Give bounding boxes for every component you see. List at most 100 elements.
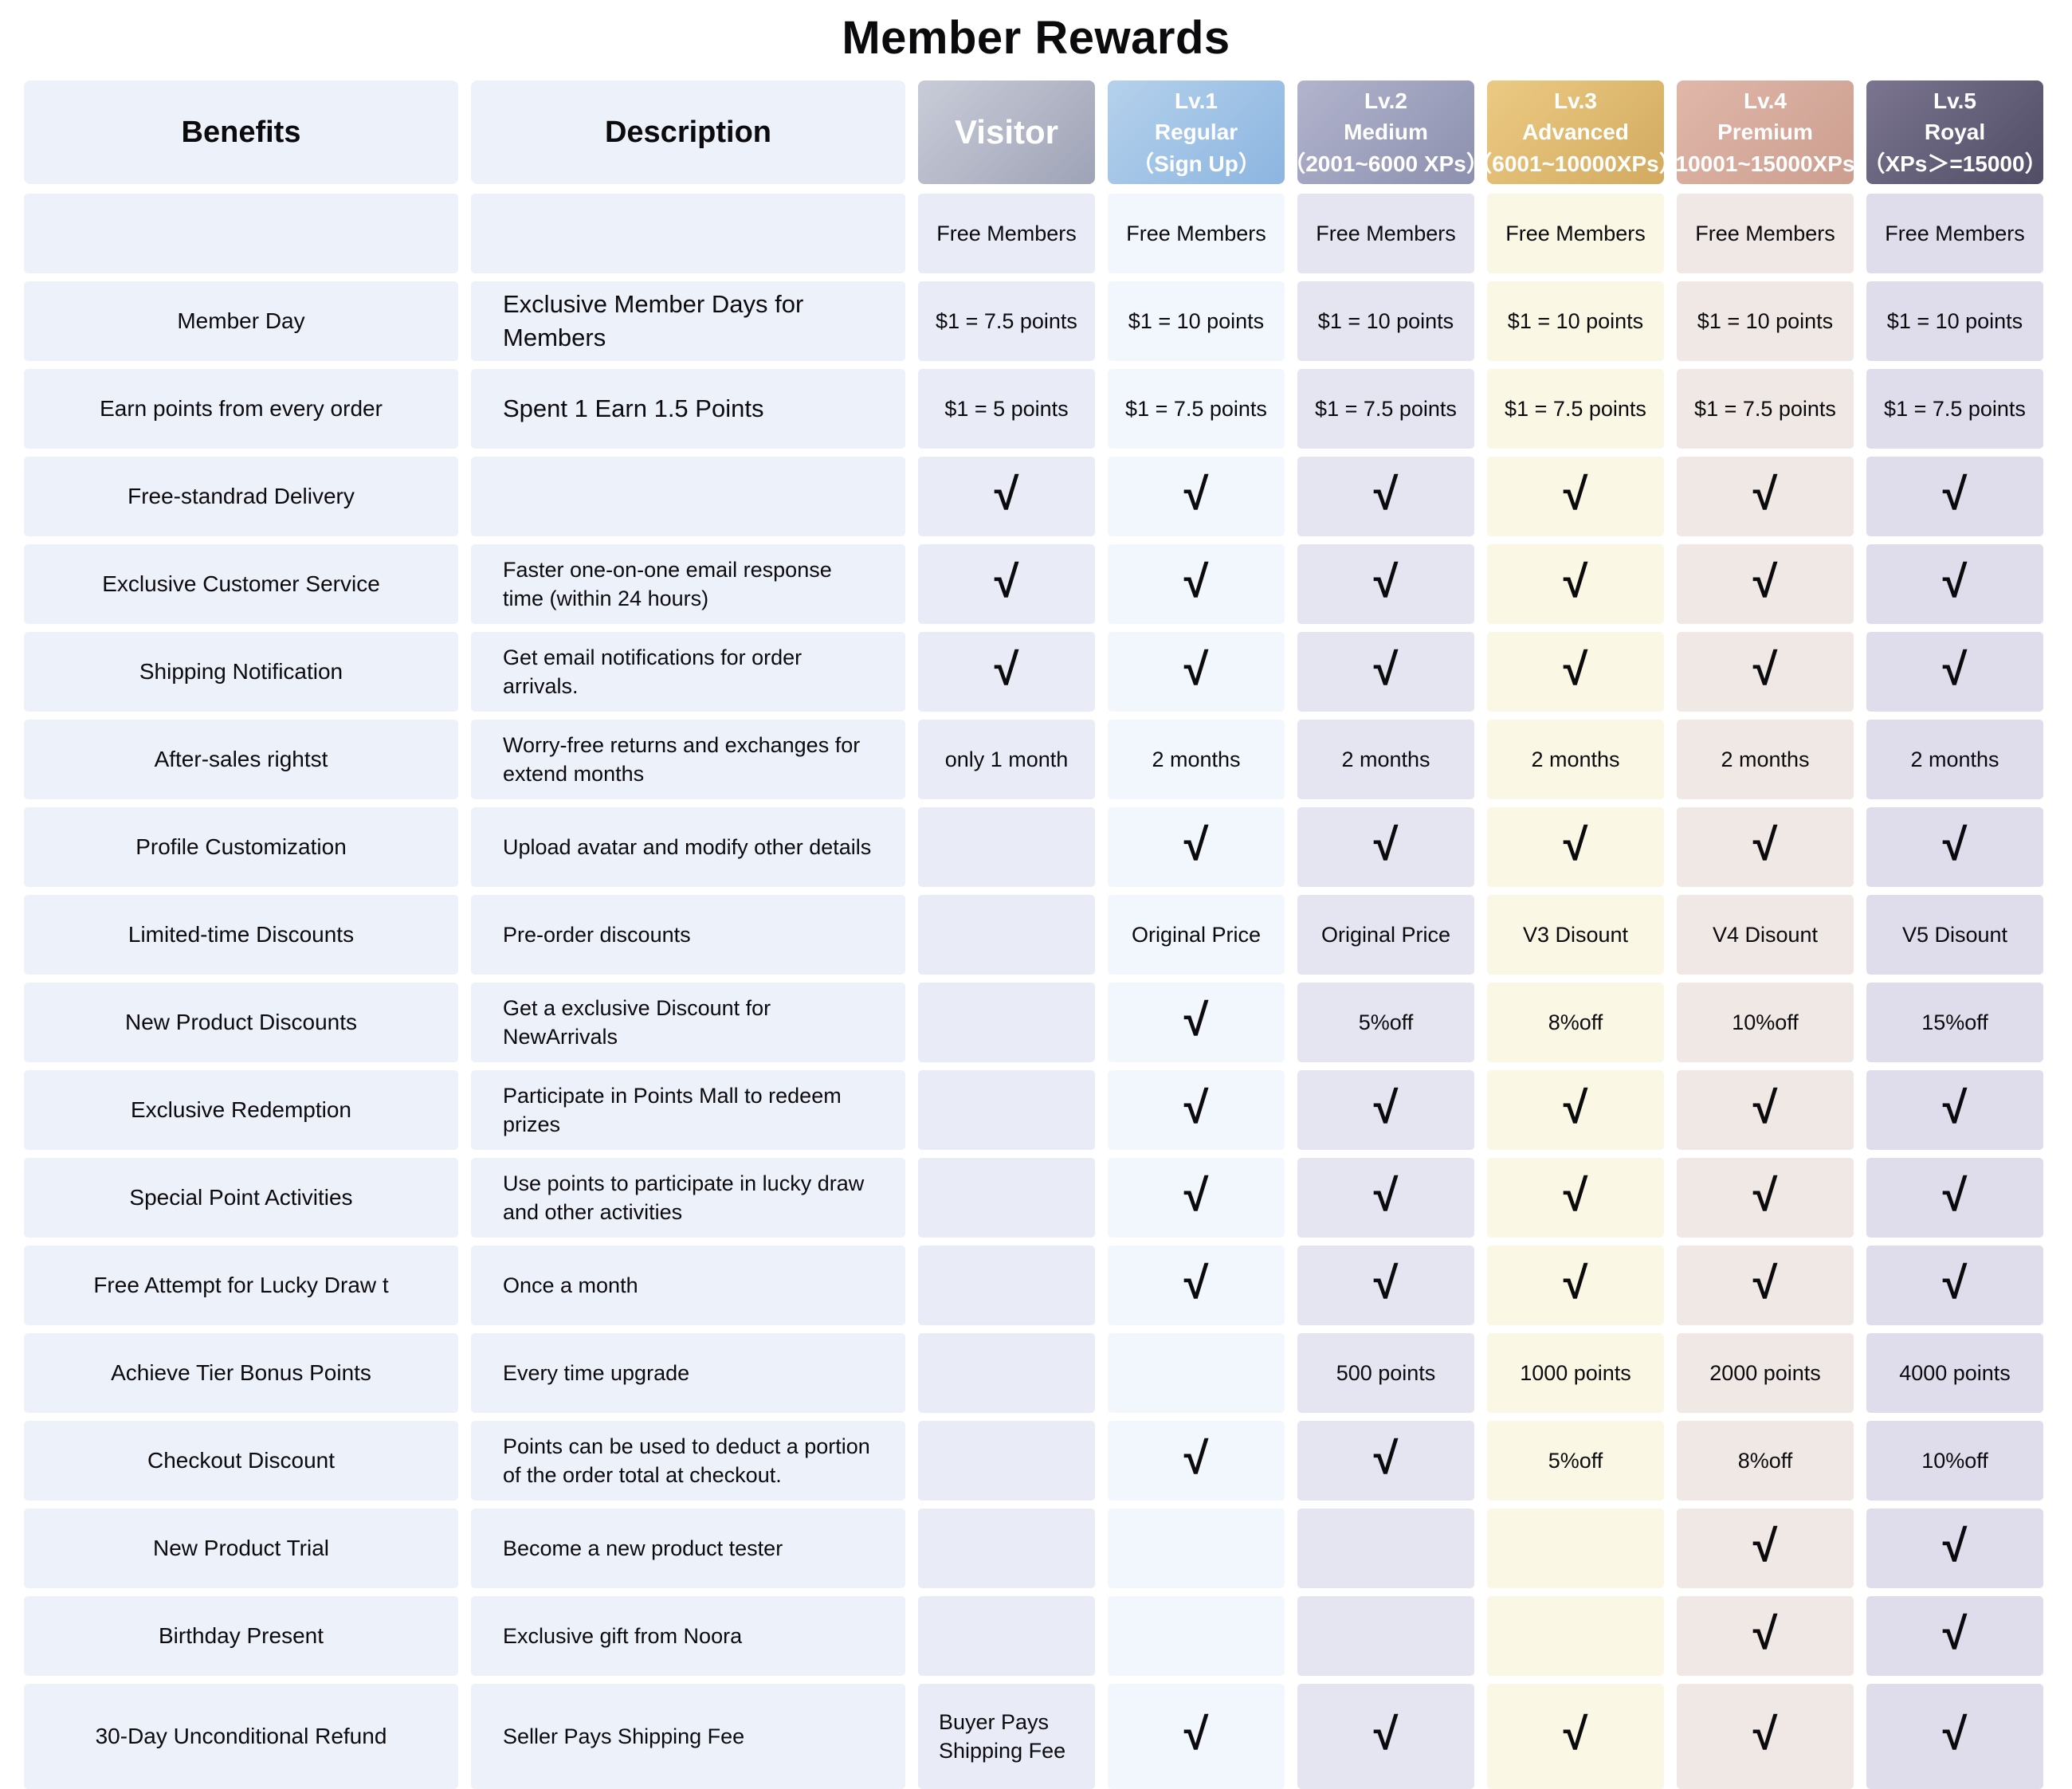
- value-cell-visitor: [918, 1596, 1095, 1676]
- table-row: Member Day Exclusive Member Days for Mem…: [24, 281, 2048, 361]
- value-cell-lv2: Original Price: [1297, 895, 1474, 975]
- column-header-visitor: Visitor: [918, 80, 1095, 184]
- value-cell-lv3: √: [1487, 544, 1664, 624]
- value-cell-lv2: 5%off: [1297, 983, 1474, 1062]
- level-tier: Medium: [1344, 120, 1428, 145]
- value-cell-lv1: [1108, 1596, 1285, 1676]
- description-cell: Exclusive gift from Noora: [471, 1596, 905, 1676]
- value-cell-lv1: Original Price: [1108, 895, 1285, 975]
- level-tier: Royal: [1924, 120, 1986, 145]
- value-cell-lv1: √: [1108, 632, 1285, 712]
- table-row: Shipping Notification Get email notifica…: [24, 632, 2048, 712]
- level-tier: Advanced: [1522, 120, 1629, 145]
- value-cell-visitor: $1 = 5 points: [918, 369, 1095, 449]
- description-cell: Worry-free returns and exchanges for ext…: [471, 720, 905, 799]
- benefit-cell: Earn points from every order: [24, 369, 458, 449]
- description-cell: Faster one-on-one email response time (w…: [471, 544, 905, 624]
- value-cell-lv5: 10%off: [1866, 1421, 2043, 1501]
- value-cell-lv5: $1 = 7.5 points: [1866, 369, 2043, 449]
- column-header-lv2: Lv.2 Medium （2001~6000 XPs）: [1283, 80, 1489, 184]
- benefit-cell: [24, 194, 458, 273]
- table-row: Exclusive Redemption Participate in Poin…: [24, 1070, 2048, 1150]
- value-cell-lv5: √: [1866, 1596, 2043, 1676]
- value-cell-lv3: √: [1487, 807, 1664, 887]
- column-header-benefits: Benefits: [24, 80, 458, 184]
- value-cell-lv4: √: [1677, 1684, 1854, 1789]
- value-cell-lv5: √: [1866, 457, 2043, 536]
- description-cell: Spent 1 Earn 1.5 Points: [471, 369, 905, 449]
- value-cell-lv5: √: [1866, 544, 2043, 624]
- benefit-cell: Birthday Present: [24, 1596, 458, 1676]
- value-cell-lv2: Free Members: [1297, 194, 1474, 273]
- value-cell-lv2: √: [1297, 1421, 1474, 1501]
- value-cell-visitor: [918, 1333, 1095, 1413]
- value-cell-lv4: √: [1677, 457, 1854, 536]
- benefit-cell: Checkout Discount: [24, 1421, 458, 1501]
- benefits-header-label: Benefits: [181, 115, 301, 149]
- value-cell-lv1: √: [1108, 544, 1285, 624]
- value-cell-lv5: √: [1866, 1246, 2043, 1325]
- level-xp-range: （Sign Up）: [1132, 151, 1261, 176]
- value-cell-lv2: [1297, 1508, 1474, 1588]
- value-cell-visitor: [918, 1421, 1095, 1501]
- table-row: 30-Day Unconditional Refund Seller Pays …: [24, 1684, 2048, 1789]
- value-cell-lv4: √: [1677, 1246, 1854, 1325]
- value-cell-lv4: V4 Disount: [1677, 895, 1854, 975]
- level-name: Lv.5: [1933, 88, 1976, 114]
- value-cell-lv3: $1 = 7.5 points: [1487, 369, 1664, 449]
- value-cell-lv1: 2 months: [1108, 720, 1285, 799]
- benefit-cell: 30-Day Unconditional Refund: [24, 1684, 458, 1789]
- table-row: New Product Trial Become a new product t…: [24, 1508, 2048, 1588]
- value-cell-lv1: √: [1108, 1684, 1285, 1789]
- benefit-cell: Free-standrad Delivery: [24, 457, 458, 536]
- benefit-cell: Special Point Activities: [24, 1158, 458, 1238]
- value-cell-lv3: V3 Disount: [1487, 895, 1664, 975]
- description-cell: Participate in Points Mall to redeem pri…: [471, 1070, 905, 1150]
- value-cell-lv1: √: [1108, 807, 1285, 887]
- level-xp-range: （10001~15000XPs）: [1653, 151, 1878, 176]
- value-cell-lv3: √: [1487, 1158, 1664, 1238]
- level-xp-range: （6001~10000XPs）: [1470, 151, 1682, 176]
- value-cell-lv5: $1 = 10 points: [1866, 281, 2043, 361]
- benefit-cell: Shipping Notification: [24, 632, 458, 712]
- table-row: New Product Discounts Get a exclusive Di…: [24, 983, 2048, 1062]
- description-cell: Exclusive Member Days for Members: [471, 281, 905, 361]
- level-tier: Premium: [1717, 120, 1813, 145]
- value-cell-lv5: 4000 points: [1866, 1333, 2043, 1413]
- value-cell-lv3: 1000 points: [1487, 1333, 1664, 1413]
- page-title: Member Rewards: [842, 12, 1230, 64]
- value-cell-visitor: [918, 807, 1095, 887]
- value-cell-lv3: 5%off: [1487, 1421, 1664, 1501]
- value-cell-lv4: √: [1677, 1508, 1854, 1588]
- value-cell-lv4: Free Members: [1677, 194, 1854, 273]
- value-cell-visitor: [918, 895, 1095, 975]
- value-cell-lv3: √: [1487, 1684, 1664, 1789]
- table-row: Profile Customization Upload avatar and …: [24, 807, 2048, 887]
- value-cell-visitor: [918, 1246, 1095, 1325]
- value-cell-lv3: √: [1487, 457, 1664, 536]
- column-header-lv4: Lv.4 Premium （10001~15000XPs）: [1654, 80, 1878, 184]
- table-row: Free-standrad Delivery √ √ √ √ √ √: [24, 457, 2048, 536]
- value-cell-lv1: √: [1108, 1070, 1285, 1150]
- benefit-cell: Member Day: [24, 281, 458, 361]
- table-row: Checkout Discount Points can be used to …: [24, 1421, 2048, 1501]
- table-row: Limited-time Discounts Pre-order discoun…: [24, 895, 2048, 975]
- value-cell-lv4: √: [1677, 1070, 1854, 1150]
- value-cell-lv2: √: [1297, 457, 1474, 536]
- value-cell-lv1: $1 = 10 points: [1108, 281, 1285, 361]
- value-cell-lv5: √: [1866, 1684, 2043, 1789]
- table-header-row: Benefits Description Visitor Lv.1 Regula…: [24, 80, 2048, 184]
- rewards-table: Benefits Description Visitor Lv.1 Regula…: [24, 80, 2048, 1789]
- description-cell: Every time upgrade: [471, 1333, 905, 1413]
- value-cell-visitor: [918, 1070, 1095, 1150]
- description-cell: Upload avatar and modify other details: [471, 807, 905, 887]
- value-cell-lv5: √: [1866, 1508, 2043, 1588]
- value-cell-lv4: √: [1677, 1596, 1854, 1676]
- description-cell: Points can be used to deduct a portion o…: [471, 1421, 905, 1501]
- value-cell-lv3: 2 months: [1487, 720, 1664, 799]
- value-cell-lv5: Free Members: [1866, 194, 2043, 273]
- benefit-cell: New Product Trial: [24, 1508, 458, 1588]
- table-row: Achieve Tier Bonus Points Every time upg…: [24, 1333, 2048, 1413]
- description-cell: Once a month: [471, 1246, 905, 1325]
- value-cell-lv1: √: [1108, 1246, 1285, 1325]
